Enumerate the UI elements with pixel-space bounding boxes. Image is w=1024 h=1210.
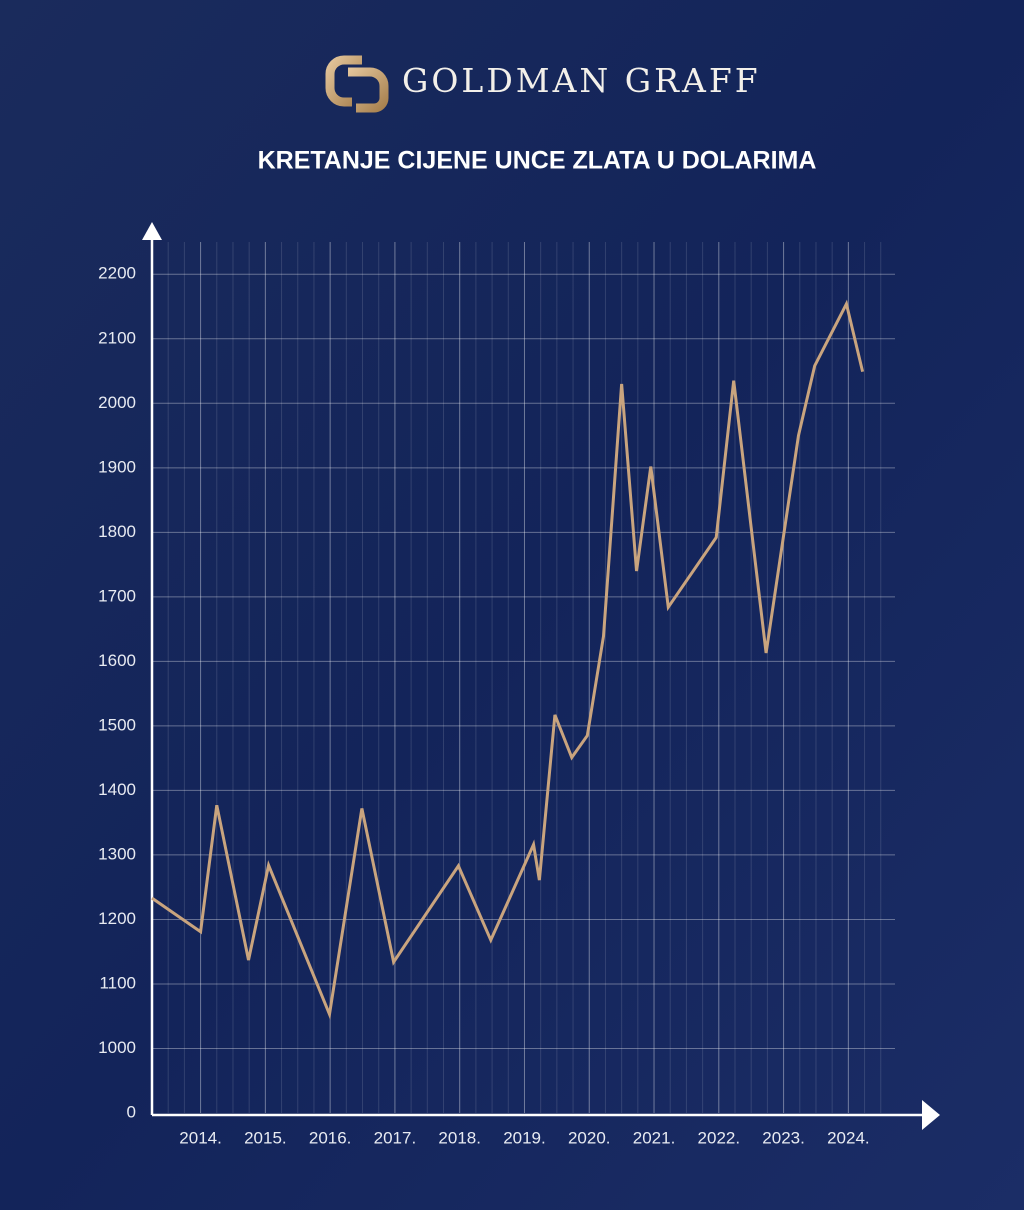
y-tick-label: 1500 xyxy=(98,715,136,734)
y-tick-label: 2100 xyxy=(98,328,136,347)
y-tick-label: 2000 xyxy=(98,393,136,412)
y-tick-label: 1000 xyxy=(98,1038,136,1057)
x-tick-label: 2014. xyxy=(179,1128,222,1147)
x-axis-arrow xyxy=(922,1100,940,1130)
brand-name: GOLDMAN GRAFF xyxy=(402,61,761,100)
y-tick-label: 1200 xyxy=(98,909,136,928)
x-tick-label: 2015. xyxy=(244,1128,287,1147)
x-tick-label: 2019. xyxy=(503,1128,546,1147)
y-tick-label: 1700 xyxy=(98,586,136,605)
x-tick-label: 2018. xyxy=(438,1128,481,1147)
x-tick-label: 2017. xyxy=(374,1128,417,1147)
y-axis-arrow xyxy=(142,222,162,240)
y-tick-label: 1300 xyxy=(98,844,136,863)
y-tick-label: 1600 xyxy=(98,651,136,670)
price-line xyxy=(151,299,865,1020)
x-tick-label: 2024. xyxy=(827,1128,870,1147)
y-tick-label: 1900 xyxy=(98,457,136,476)
y-tick-label: 1100 xyxy=(99,973,136,992)
logo-icon xyxy=(325,55,389,113)
x-tick-label: 2020. xyxy=(568,1128,611,1147)
y-tick-label: 1800 xyxy=(98,522,136,541)
chart-title: KRETANJE CIJENE UNCE ZLATA U DOLARIMA xyxy=(258,147,817,175)
x-tick-label: 2023. xyxy=(762,1128,805,1147)
x-tick-label: 2016. xyxy=(309,1128,352,1147)
x-tick-label: 2021. xyxy=(633,1128,676,1147)
y-tick-label: 2200 xyxy=(98,264,136,283)
y-tick-label: 0 xyxy=(127,1102,136,1121)
y-tick-label: 1400 xyxy=(98,780,136,799)
grid xyxy=(151,242,895,1113)
axes xyxy=(142,222,940,1130)
x-tick-label: 2022. xyxy=(698,1128,741,1147)
